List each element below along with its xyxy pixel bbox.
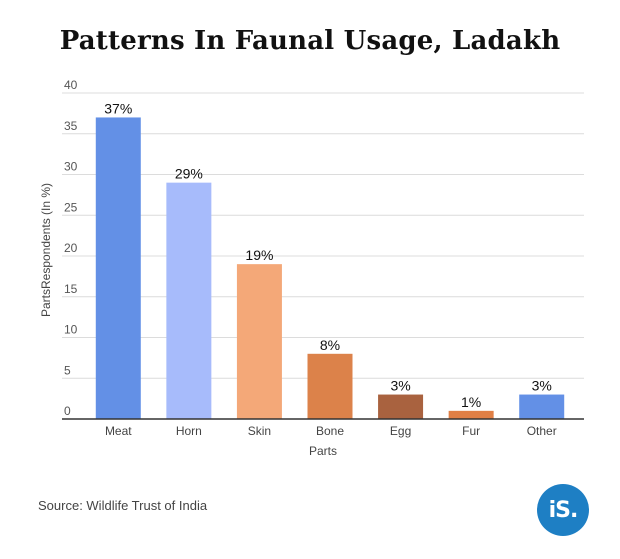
x-tick-label: Fur — [462, 424, 480, 438]
bar-other — [519, 394, 565, 419]
chart-title: Patterns In Faunal Usage, Ladakh — [59, 26, 561, 56]
indiaspend-logo: iS. — [537, 484, 589, 536]
x-tick-label: Other — [527, 424, 557, 438]
y-tick-label: 10 — [64, 323, 78, 337]
y-axis-ticks: 0 5 10 15 20 25 30 35 40 — [64, 78, 78, 418]
bar-meat — [95, 117, 141, 419]
bars — [95, 117, 565, 419]
x-axis-label: Parts — [309, 444, 337, 458]
data-label: 8% — [320, 337, 340, 353]
x-tick-label: Meat — [105, 424, 132, 438]
y-tick-label: 5 — [64, 363, 71, 377]
y-tick-label: 35 — [64, 119, 78, 133]
data-label: 1% — [461, 394, 481, 410]
data-labels: 37% 29% 19% 8% 3% 1% 3% — [104, 100, 552, 409]
source-note: Source: Wildlife Trust of India — [38, 498, 208, 513]
x-tick-label: Skin — [248, 424, 271, 438]
x-axis-ticks: Meat Horn Skin Bone Egg Fur Other — [105, 424, 557, 438]
x-tick-label: Egg — [390, 424, 411, 438]
data-label: 3% — [390, 378, 410, 394]
y-axis-label: PartsRespondents (In %) — [39, 183, 53, 317]
x-tick-label: Bone — [316, 424, 344, 438]
bar-horn — [166, 182, 212, 419]
x-tick-label: Horn — [176, 424, 202, 438]
data-label: 29% — [175, 166, 203, 182]
bar-skin — [236, 264, 282, 419]
y-tick-label: 40 — [64, 78, 78, 92]
y-tick-label: 15 — [64, 282, 78, 296]
data-label: 3% — [532, 378, 552, 394]
y-tick-label: 30 — [64, 160, 78, 174]
y-tick-label: 20 — [64, 241, 78, 255]
grid-lines — [62, 92, 584, 379]
bar-chart: 0 5 10 15 20 25 30 35 40 37% 29% 19% 8% 3% 1% 3% Meat H… — [39, 78, 584, 458]
data-label: 37% — [104, 100, 132, 116]
bar-bone — [307, 353, 353, 419]
data-label: 19% — [245, 247, 273, 263]
bar-egg — [378, 394, 424, 419]
y-tick-label: 25 — [64, 200, 78, 214]
bar-fur — [448, 410, 494, 419]
y-tick-label: 0 — [64, 404, 71, 418]
